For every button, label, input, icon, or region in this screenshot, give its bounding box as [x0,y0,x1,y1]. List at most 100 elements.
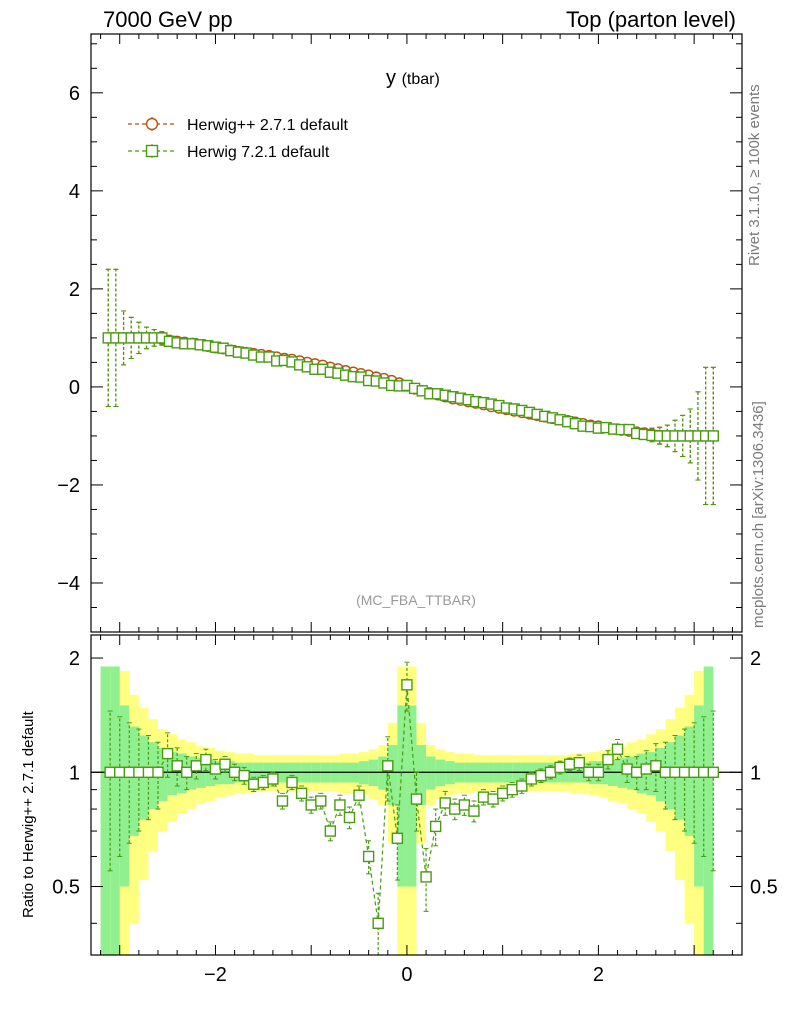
data-point-square [362,850,375,863]
x-tick-label: 0 [401,964,412,986]
ratio-bands [100,666,714,955]
data-point-square [391,832,404,844]
data-point-square [267,773,279,785]
y-tick-label: 4 [69,181,80,203]
x-tick-label: −2 [204,964,227,986]
data-point-square [353,789,365,801]
data-point-square [640,763,652,775]
y-tick-label: 6 [69,83,80,105]
data-point-square [707,430,719,442]
data-point-square [257,776,270,789]
data-point-square [688,766,700,778]
legend-label: Herwig 7.2.1 default [187,144,330,161]
data-point-square [573,756,585,769]
data-point-square [133,766,145,778]
data-point-square [468,805,480,817]
y-tick-label: 0 [69,377,80,399]
ratio-y-tick-label-right: 2 [750,648,761,670]
data-point-square [410,793,423,805]
ratio-band-green [119,705,130,887]
data-point-square [506,783,518,796]
data-point-square [305,799,317,811]
ratio-y-tick-label-left: 0.5 [52,877,80,899]
chart-title-sub: (tbar) [402,71,440,88]
data-point-square [142,766,155,778]
chart-title: y (tbar) [386,67,440,89]
data-point-square [592,766,605,778]
ratio-band-green [100,666,111,955]
header-right: Top (parton level) [566,7,736,32]
data-point-square [563,758,576,770]
ratio-band-green [694,705,704,887]
data-point-square [659,766,672,778]
header-left: 7000 GeV pp [103,7,233,32]
data-point-square [458,799,471,811]
ratio-y-tick-label-right: 1 [750,762,761,784]
ratio-y-tick-label-right: 0.5 [750,877,778,899]
ratio-band-green [426,756,436,790]
data-point-square [602,753,614,766]
legend-entry: Herwig 7.2.1 default [128,144,330,161]
data-point-square [276,795,289,807]
y-tick-label: 2 [69,279,80,301]
data-point-square [678,766,691,778]
data-point-square [171,760,183,772]
data-point-square [228,766,241,778]
ratio-band-green [684,726,695,836]
ratio-band-green [387,744,398,805]
ratio-band-green [110,666,120,955]
data-point-square [315,795,327,807]
data-point-square [200,753,212,766]
legend-marker-circle [145,117,159,131]
data-point-square [611,743,624,755]
data-point-square [669,766,681,778]
data-point-square [496,787,509,800]
data-point-square [152,766,164,778]
data-point-square [219,758,231,770]
analysis-annotation: (MC_FBA_TTBAR) [356,592,476,608]
legend-entry: Herwig++ 2.7.1 default [128,117,349,134]
main-frame [90,33,743,633]
data-point-square [343,811,356,824]
data-point-square [429,820,442,833]
ratio-band-green [703,666,714,955]
data-point-square [420,871,432,883]
data-point-square [114,766,126,778]
series-herwig7 [104,661,719,955]
y-tick-label: −4 [57,573,80,595]
data-point-square [238,769,250,782]
ratio-band-green [397,705,407,887]
data-point-square [324,825,337,837]
data-point-square [650,760,662,772]
data-point-square [372,917,384,929]
legend-marker-square [145,144,159,158]
ratio-y-tick-label-left: 1 [69,762,80,784]
data-point-square [525,773,538,785]
data-point-square [449,803,461,815]
data-point-square [161,747,174,760]
data-point-square [190,760,203,772]
data-point-square [630,766,643,778]
data-point-square [123,766,135,778]
data-point-square [544,766,557,778]
ratio-band-green [129,726,139,836]
data-point-square [516,780,528,792]
data-point-square [535,769,547,782]
ratio-band-green [378,756,388,790]
legend-label: Herwig++ 2.7.1 default [187,117,349,134]
data-point-square [401,679,413,691]
main-panel: −4 −2 0 2 4 6 y (tbar) (MC_FBA_TTBAR) Herwig++ 2… [57,33,743,633]
data-point-square [104,766,116,778]
data-point-square [698,766,710,778]
data-point-square [286,776,298,789]
data-point-square [295,787,308,800]
ratio-band-green [416,744,427,805]
data-point-square [382,760,394,772]
ratio-frame [90,634,743,956]
data-point-square [621,763,633,775]
data-point-square [554,761,566,774]
data-point-square [181,766,193,778]
chart-title-var: y [386,67,402,89]
x-tick-label: 2 [593,964,604,986]
